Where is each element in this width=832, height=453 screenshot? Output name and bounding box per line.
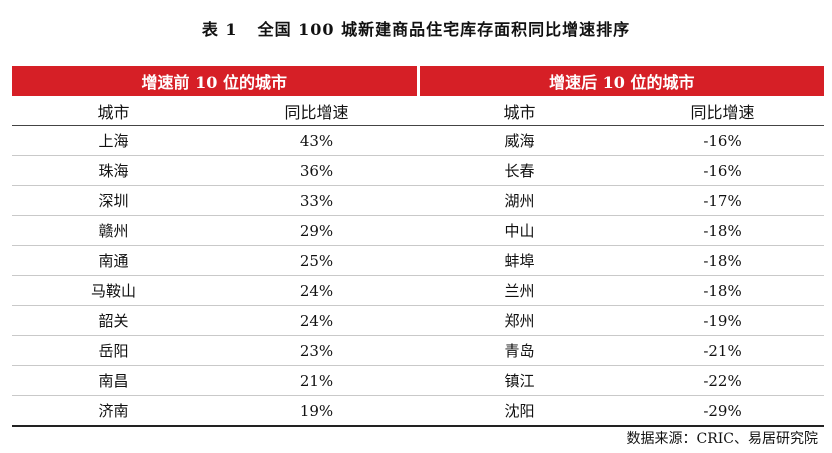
- top-growth-cell: 21%: [215, 365, 419, 396]
- top-city-cell: 济南: [12, 395, 215, 427]
- bottom-growth-cell: -16%: [621, 155, 825, 186]
- bottom10-group-header: 增速后 10 位的城市: [418, 66, 825, 96]
- bottom-city-cell: 青岛: [418, 335, 622, 366]
- table-row: 珠海 36% 长春 -16%: [12, 155, 825, 186]
- bottom-growth-cell: -18%: [621, 215, 825, 246]
- bottom-city-cell: 湖州: [418, 185, 622, 216]
- col-header-growth: 同比增速: [621, 96, 825, 126]
- col-header-growth: 同比增速: [215, 96, 419, 126]
- bottom-city-cell: 蚌埠: [418, 245, 622, 276]
- table-row: 岳阳 23% 青岛 -21%: [12, 335, 825, 366]
- top-city-cell: 赣州: [12, 215, 215, 246]
- table-row: 马鞍山 24% 兰州 -18%: [12, 275, 825, 306]
- bottom-growth-cell: -16%: [621, 125, 825, 156]
- col-header-city: 城市: [418, 96, 622, 126]
- table-title: 表 1 全国 100 城新建商品住宅库存面积同比增速排序: [0, 16, 832, 40]
- bottom-city-cell: 镇江: [418, 365, 622, 396]
- table-number: 表 1: [201, 20, 238, 39]
- bottom-city-cell: 长春: [418, 155, 622, 186]
- table-row: 南通 25% 蚌埠 -18%: [12, 245, 825, 276]
- group-header-row: 增速前 10 位的城市 增速后 10 位的城市: [12, 66, 825, 96]
- bottom-city-cell: 沈阳: [418, 395, 622, 427]
- table-row: 南昌 21% 镇江 -22%: [12, 365, 825, 396]
- table-row: 上海 43% 威海 -16%: [12, 125, 825, 156]
- top-growth-cell: 29%: [215, 215, 419, 246]
- bottom-city-cell: 中山: [418, 215, 622, 246]
- table-row: 深圳 33% 湖州 -17%: [12, 185, 825, 216]
- table-row: 济南 19% 沈阳 -29%: [12, 395, 825, 427]
- bottom-growth-cell: -21%: [621, 335, 825, 366]
- top-city-cell: 马鞍山: [12, 275, 215, 306]
- top-city-cell: 上海: [12, 125, 215, 156]
- top-growth-cell: 24%: [215, 305, 419, 336]
- bottom-growth-cell: -29%: [621, 395, 825, 427]
- table-row: 赣州 29% 中山 -18%: [12, 215, 825, 246]
- top10-group-header: 增速前 10 位的城市: [12, 66, 420, 96]
- bottom-growth-cell: -18%: [621, 275, 825, 306]
- table-row: 韶关 24% 郑州 -19%: [12, 305, 825, 336]
- bottom-growth-cell: -18%: [621, 245, 825, 276]
- top-city-cell: 韶关: [12, 305, 215, 336]
- top-city-cell: 南通: [12, 245, 215, 276]
- top-city-cell: 珠海: [12, 155, 215, 186]
- bottom-city-cell: 威海: [418, 125, 622, 156]
- bottom-city-cell: 兰州: [418, 275, 622, 306]
- top-city-cell: 南昌: [12, 365, 215, 396]
- top-growth-cell: 43%: [215, 125, 419, 156]
- top-growth-cell: 23%: [215, 335, 419, 366]
- bottom-growth-cell: -17%: [621, 185, 825, 216]
- top-growth-cell: 24%: [215, 275, 419, 306]
- column-header-row: 城市 同比增速 城市 同比增速: [12, 96, 825, 126]
- top-city-cell: 岳阳: [12, 335, 215, 366]
- table-title-text: 全国 100 城新建商品住宅库存面积同比增速排序: [257, 20, 631, 39]
- top-growth-cell: 36%: [215, 155, 419, 186]
- growth-ranking-table: 增速前 10 位的城市 增速后 10 位的城市 城市 同比增速 城市 同比增速 …: [12, 66, 825, 427]
- bottom-city-cell: 郑州: [418, 305, 622, 336]
- top-growth-cell: 33%: [215, 185, 419, 216]
- bottom-growth-cell: -22%: [621, 365, 825, 396]
- data-source-note: 数据来源：CRIC、易居研究院: [626, 431, 819, 447]
- top-growth-cell: 19%: [215, 395, 419, 427]
- top-city-cell: 深圳: [12, 185, 215, 216]
- bottom-growth-cell: -19%: [621, 305, 825, 336]
- top-growth-cell: 25%: [215, 245, 419, 276]
- col-header-city: 城市: [12, 96, 215, 126]
